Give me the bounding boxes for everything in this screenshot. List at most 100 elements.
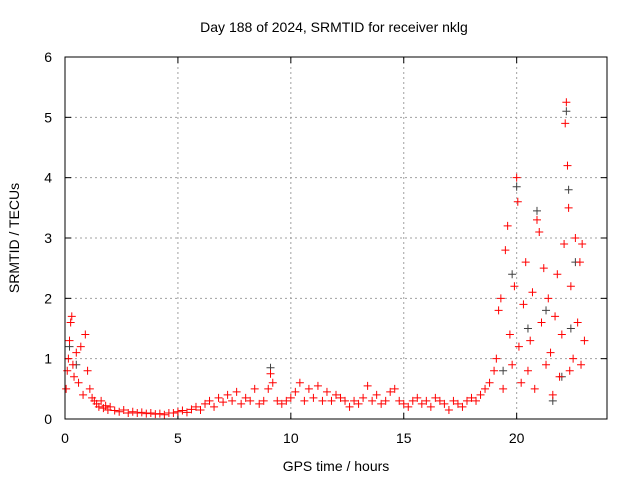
data-point-primary — [255, 399, 264, 408]
data-point-secondary — [512, 182, 521, 191]
data-point-primary — [354, 399, 363, 408]
data-point-primary — [237, 399, 246, 408]
data-point-primary — [521, 258, 530, 267]
data-point-primary — [566, 282, 575, 291]
data-point-primary — [246, 396, 255, 405]
data-point-primary — [377, 399, 386, 408]
data-point-primary — [191, 402, 200, 411]
data-point-primary — [523, 366, 532, 375]
data-point-primary — [528, 288, 537, 297]
data-point-primary — [72, 348, 81, 357]
data-point-primary — [63, 366, 72, 375]
data-point-primary — [530, 384, 539, 393]
data-point-primary — [110, 406, 119, 415]
data-point-primary — [513, 197, 522, 206]
data-point-primary — [575, 258, 584, 267]
data-point-primary — [404, 402, 413, 411]
data-point-primary — [322, 387, 331, 396]
data-point-primary — [431, 393, 440, 402]
data-point-primary — [286, 393, 295, 402]
data-point-primary — [327, 396, 336, 405]
data-point-primary — [232, 387, 241, 396]
x-tick-label: 15 — [396, 430, 412, 446]
data-point-primary — [417, 399, 426, 408]
data-point-secondary — [499, 366, 508, 375]
data-point-primary — [564, 203, 573, 212]
data-point-primary — [313, 381, 322, 390]
y-tick-label: 5 — [44, 109, 52, 125]
data-point-primary — [128, 407, 137, 416]
data-point-primary — [440, 399, 449, 408]
data-point-primary — [332, 390, 340, 399]
x-tick-label: 5 — [174, 430, 182, 446]
data-point-primary — [318, 396, 327, 405]
data-point-primary — [505, 330, 514, 339]
y-tick-label: 2 — [44, 290, 52, 306]
data-point-primary — [336, 393, 345, 402]
data-point-primary — [453, 399, 462, 408]
plot-border — [64, 56, 608, 420]
data-point-primary — [178, 406, 187, 415]
data-point-primary — [201, 399, 210, 408]
data-point-primary — [300, 396, 309, 405]
data-point-primary — [542, 360, 551, 369]
data-point-primary — [546, 348, 555, 357]
data-point-primary — [539, 264, 548, 273]
data-point-primary — [210, 402, 219, 411]
y-tick-label: 3 — [44, 230, 52, 246]
data-point-primary — [561, 119, 570, 128]
data-point-primary — [535, 227, 544, 236]
data-point-primary — [273, 396, 282, 405]
data-point-primary — [565, 366, 574, 375]
data-point-primary — [81, 330, 90, 339]
chart-title: Day 188 of 2024, SRMTID for receiver nkl… — [200, 19, 468, 35]
data-point-primary — [65, 336, 74, 345]
data-point-primary — [133, 408, 142, 417]
data-point-primary — [119, 405, 128, 414]
data-point-primary — [205, 396, 214, 405]
data-point-primary — [160, 410, 169, 419]
data-point-primary — [219, 398, 228, 407]
data-point-primary — [467, 393, 476, 402]
data-point-primary — [97, 396, 106, 405]
data-point-secondary — [562, 107, 571, 116]
data-point-primary — [173, 407, 182, 416]
data-point-primary — [169, 408, 178, 417]
data-point-primary — [390, 384, 399, 393]
x-tick-label: 0 — [61, 430, 69, 446]
data-point-primary — [142, 409, 151, 418]
data-point-primary — [214, 393, 223, 402]
data-point-primary — [571, 234, 580, 242]
data-point-primary — [101, 401, 110, 410]
data-point-primary — [94, 402, 103, 411]
data-point-primary — [83, 366, 92, 375]
data-point-primary — [532, 215, 541, 224]
data-point-primary — [508, 360, 517, 369]
data-point-primary — [569, 354, 578, 363]
data-point-primary — [544, 294, 553, 303]
data-point-primary — [124, 408, 133, 417]
data-point-primary — [282, 396, 291, 405]
data-point-primary — [499, 384, 508, 393]
data-point-primary — [277, 399, 286, 408]
data-point-primary — [510, 282, 519, 291]
data-point-secondary — [542, 306, 551, 315]
data-point-primary — [578, 240, 587, 249]
data-point-primary — [485, 378, 494, 387]
data-point-primary — [70, 372, 79, 381]
data-point-primary — [363, 381, 372, 390]
y-tick-label: 0 — [44, 411, 52, 427]
y-tick-label: 4 — [44, 170, 52, 186]
data-point-primary — [462, 396, 471, 405]
y-tick-label: 6 — [44, 49, 52, 65]
data-point-primary — [137, 408, 146, 417]
data-point-primary — [187, 405, 196, 414]
data-point-primary — [79, 390, 88, 399]
data-point-primary — [67, 312, 76, 321]
data-point-primary — [368, 396, 377, 405]
data-point-primary — [501, 246, 510, 255]
data-point-primary — [573, 318, 582, 327]
data-point-primary — [304, 384, 313, 393]
data-point-primary — [426, 402, 435, 411]
data-point-primary — [490, 366, 499, 375]
